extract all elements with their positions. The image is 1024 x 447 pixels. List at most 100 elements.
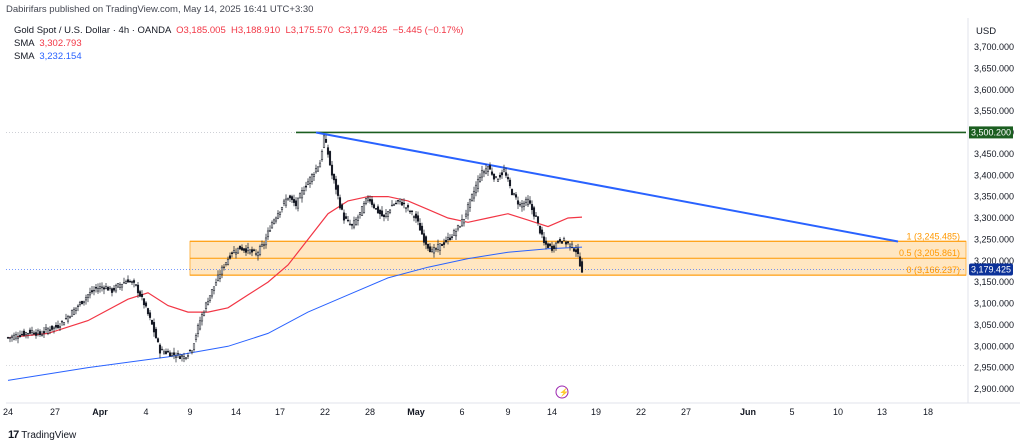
candle-body bbox=[118, 284, 122, 288]
candle-body bbox=[102, 287, 106, 290]
candle-body bbox=[366, 197, 370, 201]
candle-body bbox=[284, 198, 288, 206]
candle bbox=[434, 247, 438, 252]
candle-body bbox=[376, 206, 380, 214]
candle bbox=[290, 194, 294, 204]
candle-body bbox=[24, 332, 28, 335]
candle-body bbox=[260, 244, 264, 247]
candle bbox=[30, 326, 34, 336]
candle-body bbox=[426, 243, 430, 249]
candle bbox=[518, 201, 522, 207]
currency-label[interactable]: USD bbox=[976, 26, 997, 37]
candle-body bbox=[68, 316, 72, 318]
candle-body bbox=[516, 200, 520, 205]
candle bbox=[266, 227, 270, 240]
candle-body bbox=[554, 242, 558, 249]
candle bbox=[160, 346, 164, 351]
candle bbox=[578, 252, 582, 267]
sma-slow-line[interactable] bbox=[7, 246, 583, 381]
candle bbox=[386, 210, 390, 221]
candle-body bbox=[86, 294, 90, 298]
candle bbox=[482, 169, 486, 178]
candle-body bbox=[352, 220, 356, 228]
candle-body bbox=[78, 301, 82, 306]
candle-body bbox=[418, 223, 422, 231]
candle bbox=[422, 229, 426, 246]
candle-body bbox=[572, 248, 576, 252]
fib-level-label: 1 (3,245.485) bbox=[906, 231, 960, 241]
x-tick-label: 6 bbox=[459, 407, 464, 417]
y-tick-label: 3,600.000 bbox=[974, 85, 1014, 95]
candle-body bbox=[200, 314, 204, 322]
candle bbox=[260, 240, 264, 248]
candle-body bbox=[136, 284, 140, 294]
candle-body bbox=[38, 331, 42, 335]
candle bbox=[210, 289, 214, 299]
candle-body bbox=[564, 241, 568, 245]
candle bbox=[184, 357, 188, 361]
candle bbox=[142, 298, 146, 309]
candle bbox=[274, 216, 278, 224]
candle bbox=[344, 213, 348, 220]
candle-body bbox=[506, 177, 510, 180]
candle bbox=[262, 241, 266, 250]
sma-fast-row[interactable]: SMA 3,302.793 bbox=[14, 37, 463, 50]
candle bbox=[124, 279, 128, 285]
y-tick-label: 3,300.000 bbox=[974, 213, 1014, 223]
candle-body bbox=[252, 249, 256, 251]
sma-slow-row[interactable]: SMA 3,232.154 bbox=[14, 50, 463, 63]
candle bbox=[428, 243, 432, 253]
candle-body bbox=[256, 252, 260, 257]
candle bbox=[420, 222, 424, 235]
candle-body bbox=[282, 200, 286, 204]
candle bbox=[214, 278, 218, 286]
candle-body bbox=[186, 355, 190, 357]
candle bbox=[490, 167, 494, 176]
candle bbox=[406, 203, 410, 212]
candle bbox=[88, 287, 92, 299]
last-price-label: 3,179.425 bbox=[971, 265, 1011, 275]
candle-body bbox=[466, 204, 470, 216]
candle bbox=[398, 198, 402, 205]
candle-body bbox=[444, 240, 448, 243]
candle bbox=[140, 290, 144, 301]
candle-body bbox=[130, 281, 134, 283]
candle bbox=[8, 337, 12, 343]
candle-body bbox=[46, 328, 50, 334]
candle-body bbox=[482, 171, 486, 174]
candle-body bbox=[80, 300, 84, 305]
candle bbox=[450, 233, 454, 241]
candle bbox=[54, 322, 58, 330]
candle-body bbox=[36, 330, 40, 335]
y-tick-label: 3,100.000 bbox=[974, 299, 1014, 309]
candle-body bbox=[392, 204, 396, 206]
symbol-name[interactable]: Gold Spot / U.S. Dollar · 4h · OANDA bbox=[14, 25, 171, 36]
candle bbox=[524, 196, 528, 207]
candle bbox=[110, 287, 114, 297]
candle bbox=[98, 282, 102, 293]
descending-trendline[interactable] bbox=[315, 131, 899, 243]
candle bbox=[506, 173, 510, 182]
candle bbox=[492, 173, 496, 182]
candle-body bbox=[226, 259, 230, 265]
candle bbox=[104, 283, 108, 290]
candle-body bbox=[280, 207, 284, 210]
candle-body bbox=[242, 248, 246, 251]
candle-body bbox=[468, 198, 472, 208]
candle bbox=[208, 295, 212, 303]
candle-body bbox=[388, 209, 392, 213]
tradingview-brand[interactable]: 17 TradingView bbox=[8, 429, 76, 441]
candle bbox=[18, 330, 22, 338]
candle-body bbox=[522, 202, 526, 207]
candle bbox=[272, 218, 276, 225]
sma-fast-line[interactable] bbox=[7, 196, 583, 339]
candle bbox=[572, 247, 576, 253]
candle bbox=[130, 280, 134, 286]
candle-body bbox=[110, 288, 114, 293]
candle-body bbox=[54, 325, 58, 328]
candle-body bbox=[244, 248, 248, 253]
candle-body bbox=[566, 241, 570, 244]
lightning-event-icon[interactable] bbox=[555, 385, 569, 399]
candle-body bbox=[234, 252, 238, 255]
